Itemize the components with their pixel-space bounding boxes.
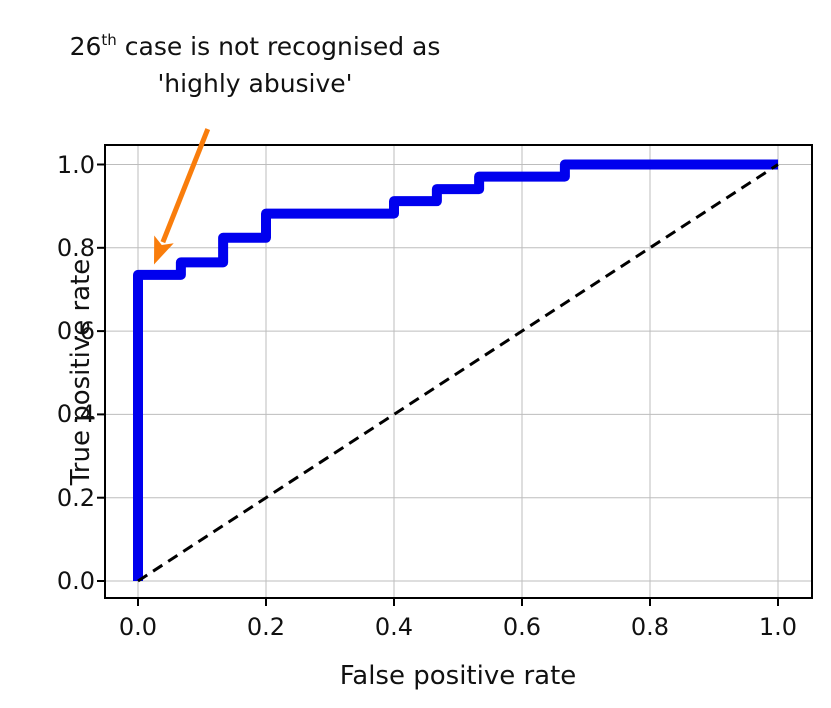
- roc-step-curve: [133, 159, 778, 581]
- y-tick-label: 0.6: [56, 317, 95, 346]
- annotation-text-line2: 'highly abusive': [157, 69, 353, 98]
- y-tick-label: 0.2: [56, 483, 95, 512]
- annotation-arrow-shaft: [160, 128, 211, 244]
- annotation-callout: 26th case is not recognised as 'highly a…: [60, 30, 450, 100]
- x-tick-label: 0.2: [246, 613, 286, 641]
- x-tick-label: 1.0: [758, 613, 798, 641]
- y-axis-label: True positive rate: [66, 258, 96, 486]
- y-tick-label: 0.0: [56, 567, 95, 595]
- y-tick-label: 0.8: [56, 233, 95, 262]
- annotation-ordinal-suffix: th: [101, 31, 117, 49]
- annotation-text-line1: 26th case is not recognised as: [60, 30, 450, 67]
- x-tick-label: 0.4: [374, 613, 414, 641]
- y-tick-label: 1.0: [56, 150, 95, 179]
- x-tick-label: 0.8: [630, 613, 670, 641]
- chance-diagonal: [137, 163, 779, 583]
- annotation-arrowhead: [154, 235, 174, 265]
- y-tick-label: 0.4: [56, 400, 95, 429]
- x-tick-label: 0.6: [502, 613, 542, 641]
- annotation-case-number: 26: [69, 32, 102, 61]
- annotation-line1-rest: case is not recognised as: [116, 32, 441, 61]
- plot-frame: [104, 144, 813, 599]
- x-tick-label: 0.0: [118, 613, 158, 641]
- x-axis-label: False positive rate: [339, 661, 577, 691]
